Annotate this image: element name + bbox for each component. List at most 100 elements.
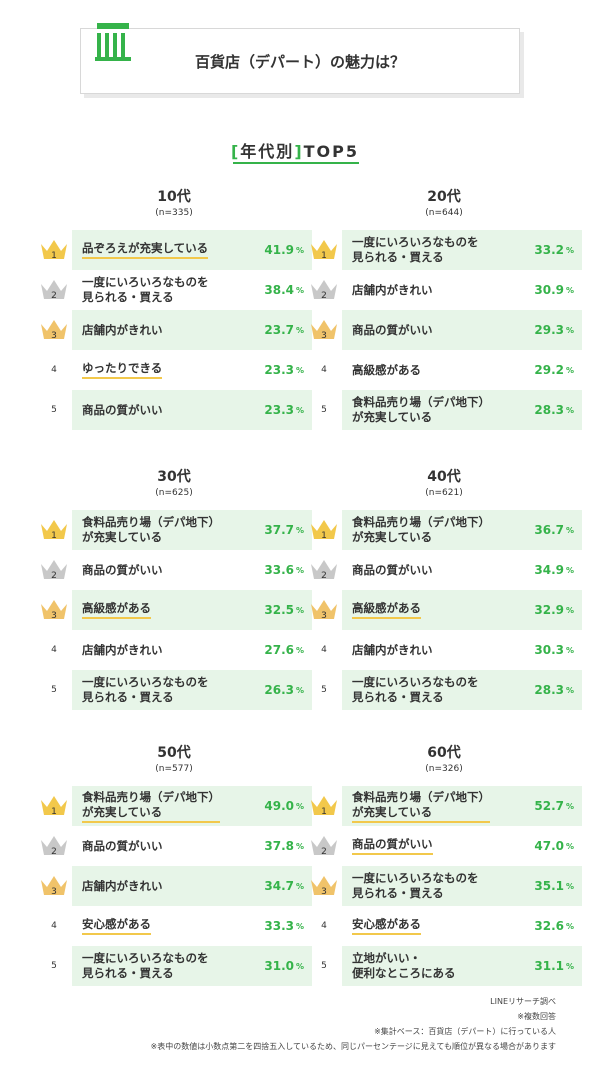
ranking-cell: 商品の質がいい 34.9% xyxy=(342,550,582,590)
percent-unit: % xyxy=(295,405,304,415)
percent-value: 38.4% xyxy=(264,283,304,297)
percent-value: 32.6% xyxy=(534,919,574,933)
rank-marker: 3 xyxy=(306,866,342,906)
ranking-row: 3 高級感がある 32.9% xyxy=(306,590,582,630)
rank-number: 2 xyxy=(321,571,327,581)
ranking-row: 4 高級感がある 29.2% xyxy=(306,350,582,390)
panel-sample-size: (n=621) xyxy=(425,488,463,498)
page-title: 百貨店（デパート）の魅力は？ xyxy=(194,53,405,71)
notes: LINEリサーチ調べ ※複数回答 ※集計ベース：百貨店（デパート）に行っている人 ※表… xyxy=(151,994,557,1054)
department-store-icon xyxy=(95,23,131,61)
age-panel: 60代 (n=326) 1 食料品売り場（デパ地下） が充実している 52.7% 2 商品の質… xyxy=(306,742,582,986)
ranking-row: 3 店舗内がきれい 34.7% xyxy=(36,866,312,906)
percent-unit: % xyxy=(295,645,304,655)
rank-number: 3 xyxy=(321,611,327,621)
percent-value: 32.5% xyxy=(264,603,304,617)
percent-value: 33.2% xyxy=(534,243,574,257)
rank-number: 5 xyxy=(321,961,327,971)
ranking-cell: 一度にいろいろなものを 見られる・買える 35.1% xyxy=(342,866,582,906)
ranking-row: 1 食料品売り場（デパ地下） が充実している 37.7% xyxy=(36,510,312,550)
ranking-row: 2 商品の質がいい 47.0% xyxy=(306,826,582,866)
ranking-cell: 品ぞろえが充実している 41.9% xyxy=(72,230,312,270)
reason-label: 商品の質がいい xyxy=(82,402,163,417)
percent-unit: % xyxy=(565,245,574,255)
panel-age-label: 30代 xyxy=(157,469,191,485)
crown-icon xyxy=(41,280,67,299)
ranking-row: 4 店舗内がきれい 27.6% xyxy=(36,630,312,670)
percent-value: 32.9% xyxy=(534,603,574,617)
rank-marker: 4 xyxy=(36,350,72,390)
subtitle-bracket-open: [ xyxy=(230,142,241,161)
panel-age-label: 10代 xyxy=(157,189,191,205)
rank-number: 2 xyxy=(321,847,327,857)
rank-marker: 3 xyxy=(306,310,342,350)
age-panel: 30代 (n=625) 1 食料品売り場（デパ地下） が充実している 37.7% 2 商品の質… xyxy=(36,466,312,710)
rank-marker: 4 xyxy=(306,350,342,390)
reason-label: 店舗内がきれい xyxy=(352,642,433,657)
percent-value: 41.9% xyxy=(264,243,304,257)
reason-label: 食料品売り場（デパ地下） が充実している xyxy=(82,515,220,544)
percent-value: 31.1% xyxy=(534,959,574,973)
rank-number: 2 xyxy=(321,291,327,301)
rank-number: 3 xyxy=(321,887,327,897)
rank-marker: 1 xyxy=(36,230,72,270)
ranking-row: 5 食料品売り場（デパ地下） が充実している 28.3% xyxy=(306,390,582,430)
panel-header: 50代 (n=577) xyxy=(36,742,312,774)
ranking-row: 3 一度にいろいろなものを 見られる・買える 35.1% xyxy=(306,866,582,906)
ranking-row: 4 安心感がある 33.3% xyxy=(36,906,312,946)
percent-unit: % xyxy=(565,685,574,695)
ranking-cell: 店舗内がきれい 30.9% xyxy=(342,270,582,310)
panel-age-label: 50代 xyxy=(157,745,191,761)
ranking-row: 1 食料品売り場（デパ地下） が充実している 49.0% xyxy=(36,786,312,826)
ranking-row: 2 商品の質がいい 37.8% xyxy=(36,826,312,866)
rank-number: 3 xyxy=(51,887,57,897)
panel-sample-size: (n=326) xyxy=(425,764,463,774)
ranking-row: 3 商品の質がいい 29.3% xyxy=(306,310,582,350)
reason-label: 商品の質がいい xyxy=(352,562,433,577)
ranking-row: 4 安心感がある 32.6% xyxy=(306,906,582,946)
reason-label: 商品の質がいい xyxy=(82,838,163,853)
ranking-row: 5 商品の質がいい 23.3% xyxy=(36,390,312,430)
footnote: ※集計ベース：百貨店（デパート）に行っている人 xyxy=(374,1027,556,1036)
ranking-row: 1 品ぞろえが充実している 41.9% xyxy=(36,230,312,270)
percent-value: 31.0% xyxy=(264,959,304,973)
panel-sample-size: (n=335) xyxy=(155,208,193,218)
subtitle-bracket-close: ] xyxy=(294,142,304,161)
crown-icon xyxy=(311,876,337,895)
reason-label: 食料品売り場（デパ地下） が充実している xyxy=(82,786,242,826)
rank-number: 5 xyxy=(321,685,327,695)
ranking-row: 4 店舗内がきれい 30.3% xyxy=(306,630,582,670)
crown-icon xyxy=(311,320,337,339)
rank-number: 3 xyxy=(321,331,327,341)
percent-unit: % xyxy=(565,841,574,851)
ranking-cell: 店舗内がきれい 30.3% xyxy=(342,630,582,670)
rank-marker: 3 xyxy=(36,310,72,350)
rank-marker: 2 xyxy=(306,550,342,590)
percent-unit: % xyxy=(295,961,304,971)
rank-number: 2 xyxy=(51,847,57,857)
ranking-cell: 一度にいろいろなものを 見られる・買える 38.4% xyxy=(72,270,312,310)
percent-unit: % xyxy=(565,325,574,335)
crown-icon xyxy=(41,600,67,619)
percent-unit: % xyxy=(295,921,304,931)
rank-marker: 2 xyxy=(36,550,72,590)
percent-value: 28.3% xyxy=(534,683,574,697)
percent-value: 33.3% xyxy=(264,919,304,933)
percent-value: 36.7% xyxy=(534,523,574,537)
rank-number: 5 xyxy=(321,405,327,415)
reason-label: 店舗内がきれい xyxy=(82,322,163,337)
subtitle-text: 年代別 xyxy=(240,142,295,161)
crown-icon xyxy=(311,280,337,299)
percent-value: 34.7% xyxy=(264,879,304,893)
ranking-cell: 商品の質がいい 33.6% xyxy=(72,550,312,590)
ranking-row: 1 一度にいろいろなものを 見られる・買える 33.2% xyxy=(306,230,582,270)
crown-icon xyxy=(311,240,337,259)
rank-marker: 2 xyxy=(36,270,72,310)
panel-sample-size: (n=625) xyxy=(155,488,193,498)
age-panel: 20代 (n=644) 1 一度にいろいろなものを 見られる・買える 33.2% 2 店舗内が… xyxy=(306,186,582,430)
ranking-row: 3 高級感がある 32.5% xyxy=(36,590,312,630)
rank-marker: 1 xyxy=(36,510,72,550)
percent-value: 37.8% xyxy=(264,839,304,853)
ranking-cell: 食料品売り場（デパ地下） が充実している 36.7% xyxy=(342,510,582,550)
rank-number: 3 xyxy=(51,611,57,621)
